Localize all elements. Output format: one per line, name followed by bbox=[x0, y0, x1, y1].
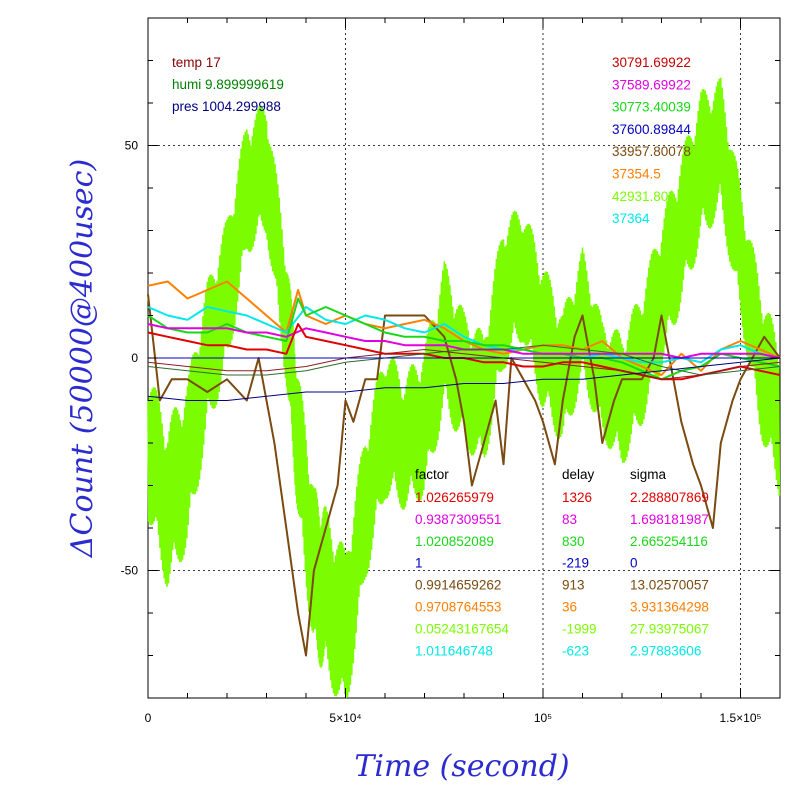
table-cell-delay: -623 bbox=[562, 643, 589, 658]
y-axis-title: ΔCount (50000@400usec) bbox=[65, 159, 100, 558]
x-tick-label: 10⁵ bbox=[534, 711, 552, 725]
series-line bbox=[147, 280, 781, 376]
table-cell-factor: 1 bbox=[415, 556, 423, 571]
table-cell-factor: 0.9914659262 bbox=[415, 578, 501, 593]
x-axis-title: Time (second) bbox=[354, 749, 569, 784]
series-legend-entry: 37600.89844 bbox=[612, 122, 691, 137]
table-cell-factor: 0.9387309551 bbox=[415, 512, 501, 527]
table-cell-delay: 36 bbox=[562, 600, 577, 615]
table-cell-delay: 830 bbox=[562, 534, 585, 549]
table-cell-sigma: 2.288807869 bbox=[630, 490, 709, 505]
series-line bbox=[147, 294, 781, 657]
series-legend-entry: 33957.80078 bbox=[612, 144, 691, 159]
series-line bbox=[147, 357, 781, 401]
table-header-sigma: sigma bbox=[630, 467, 667, 482]
table-cell-sigma: 2.665254116 bbox=[630, 534, 708, 549]
series-legend-entry: 30773.40039 bbox=[612, 100, 691, 115]
env-legend-entry: humi 9.899999619 bbox=[172, 77, 284, 92]
table-cell-factor: 0.05243167654 bbox=[415, 621, 509, 636]
table-cell-sigma: 27.93975067 bbox=[630, 621, 709, 636]
x-tick-label: 1.5×10⁵ bbox=[719, 711, 761, 725]
table-cell-factor: 1.026265979 bbox=[415, 490, 494, 505]
table-cell-factor: 1.020852089 bbox=[415, 534, 494, 549]
table-cell-sigma: 2.97883606 bbox=[630, 643, 701, 658]
series-legend-entry: 37354.5 bbox=[612, 167, 661, 182]
x-tick-label: 5×10⁴ bbox=[329, 711, 361, 725]
table-cell-delay: -1999 bbox=[562, 621, 597, 636]
series-line bbox=[147, 349, 781, 380]
series-legend-entry: 37589.69922 bbox=[612, 77, 691, 92]
series-line bbox=[147, 306, 781, 364]
table-cell-sigma: 0 bbox=[630, 556, 638, 571]
env-legend-entry: pres 1004.299988 bbox=[172, 99, 281, 114]
table-cell-delay: 913 bbox=[562, 578, 585, 593]
table-cell-sigma: 13.02570057 bbox=[630, 578, 709, 593]
series-line bbox=[147, 297, 781, 381]
y-tick-label: -50 bbox=[121, 564, 139, 578]
table-cell-sigma: 1.698181987 bbox=[630, 512, 709, 527]
table-cell-delay: 83 bbox=[562, 512, 577, 527]
table-cell-factor: 0.9708764553 bbox=[415, 600, 501, 615]
table-header-factor: factor bbox=[415, 467, 449, 482]
x-tick-label: 0 bbox=[145, 711, 152, 725]
table-cell-sigma: 3.931364298 bbox=[630, 600, 709, 615]
table-cell-delay: -219 bbox=[562, 556, 589, 571]
y-tick-label: 50 bbox=[125, 139, 139, 153]
env-legend-entry: temp 17 bbox=[172, 55, 221, 70]
table-cell-factor: 1.011646748 bbox=[415, 643, 493, 658]
table-cell-delay: 1326 bbox=[562, 490, 592, 505]
series-legend-entry: 37364 bbox=[612, 211, 650, 226]
y-tick-label: 0 bbox=[131, 351, 138, 365]
series-legend-entry: 42931.80 bbox=[612, 189, 668, 204]
series-legend-entry: 30791.69922 bbox=[612, 55, 691, 70]
table-header-delay: delay bbox=[562, 467, 595, 482]
